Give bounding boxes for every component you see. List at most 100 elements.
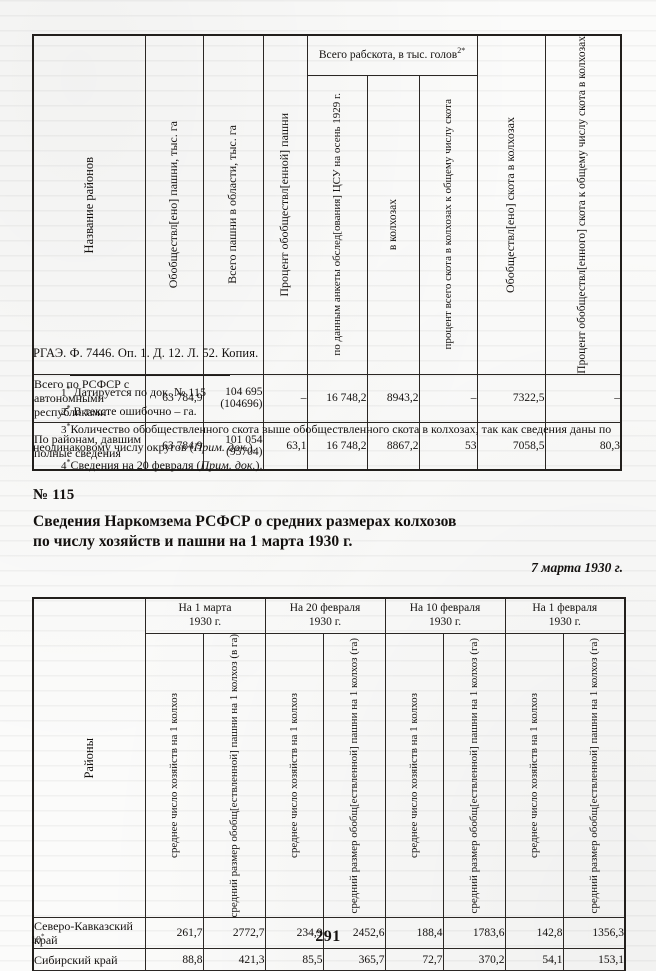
row-label: Всего по РСФСР с автономными республикам… xyxy=(32,373,146,423)
th-census-1929: по данным анкеты обслед[ования] ЦСУ на о… xyxy=(306,74,368,375)
cell-total-arable: 104 695 (104696) xyxy=(202,373,264,423)
table-1-header-sub-row: по данным анкеты обслед[ования] ЦСУ на о… xyxy=(33,74,621,375)
footnote-1-text: Датируется по док. № 115 xyxy=(73,385,206,399)
th-households-feb-1: среднее число хозяйств на 1 колхоз xyxy=(504,632,564,919)
cell-total-arable-alt: (104696) xyxy=(220,398,263,411)
th-arable-feb-10: средний размер обобщ[ествленной] пашни н… xyxy=(442,632,506,919)
footnote-2: 2* В тексте ошибочно – га. xyxy=(33,403,625,421)
th-total-arable: Всего пашни в области, тыс. га xyxy=(202,34,264,375)
th-percent-socialized-cattle: Процент обобществл[енного] скота к общем… xyxy=(544,34,622,375)
table-2-header-group-row: Районы На 1 марта 1930 г. На 20 февраля … xyxy=(32,597,626,919)
footnote-2-text: В тексте ошибочно – га. xyxy=(73,403,197,418)
cell-value: 261,7 xyxy=(144,917,204,950)
footnote-4-mark: 4* xyxy=(61,457,71,472)
footnote-ref-2: 2* xyxy=(457,45,466,55)
table-2-container: Районы На 1 марта 1930 г. На 20 февраля … xyxy=(32,597,627,971)
cell-value: 88,8 xyxy=(144,948,204,971)
cell-value: 153,1 xyxy=(562,948,626,971)
cell-value: 234,9 xyxy=(264,917,324,950)
footnote-rule xyxy=(70,375,230,376)
th-households-feb-10: среднее число хозяйств на 1 колхоз xyxy=(384,632,444,919)
document-title-line-1: Сведения Наркомзема РСФСР о средних разм… xyxy=(33,513,457,530)
cell-census-1929: 16 748,2 xyxy=(306,373,368,423)
cell-value: 54,1 xyxy=(504,948,564,971)
table-average-kolkhoz-size: Районы На 1 марта 1930 г. На 20 февраля … xyxy=(32,597,627,971)
th-region: Районы xyxy=(32,597,146,919)
page-number: 291 xyxy=(315,928,341,945)
cell-value: 365,7 xyxy=(322,948,386,971)
cell-total-arable-alt: (95704) xyxy=(226,445,263,458)
cell-in-kolkhoz: 8943,2 xyxy=(366,373,420,423)
footnote-3: 3*Количество обобществленного скота выше… xyxy=(33,421,625,456)
th-arable-march-1: средний размер обобщ[ествленной] пашни н… xyxy=(202,632,266,919)
footnotes-block: 1* Датируется по док. № 115 2* В тексте … xyxy=(33,384,625,475)
cell-total-arable: 101 054 (95704) xyxy=(202,421,264,471)
th-households-feb-20: среднее число хозяйств на 1 колхоз xyxy=(264,632,324,919)
th-group-march-1: На 1 марта 1930 г. xyxy=(144,597,266,634)
footnote-3-mark: 3* xyxy=(61,421,71,437)
table-row: Всего по РСФСР с автономными республикам… xyxy=(32,373,622,423)
footnote-4: 4*Сведения на 20 февраля (Прим. док.). xyxy=(33,457,625,475)
cell-socialized-arable: 63 784,9 xyxy=(144,373,204,423)
cell-socialized-cattle: 7058,5 xyxy=(476,421,546,471)
cell-percent-arable: 63,1 xyxy=(262,421,308,471)
cell-value: 1356,3 xyxy=(562,917,626,950)
cell-total-arable-main: 101 054 xyxy=(225,433,263,446)
cell-value: 1783,6 xyxy=(442,917,506,950)
row-label: Сибирский край xyxy=(32,948,146,971)
cell-value: 142,8 xyxy=(504,917,564,950)
th-region: Название районов xyxy=(32,34,146,375)
row-label: По районам, давшим полные сведения xyxy=(32,421,146,471)
th-in-kolkhoz: в колхозах xyxy=(366,74,420,375)
footnote-4-italic: Прим. док. xyxy=(200,457,256,472)
footnote-1-mark: 1* xyxy=(61,384,71,399)
document-title-line-2: по числу хозяйств и пашни на 1 марта 193… xyxy=(33,533,353,551)
cell-socialized-arable: 63 784,9 xyxy=(144,421,204,471)
cell-value: 370,2 xyxy=(442,948,506,971)
cell-value: 421,3 xyxy=(202,948,266,971)
table-1-header-group-row: Название районов Обобществл[ено] пашни, … xyxy=(32,34,622,375)
footnote-1: 1* Датируется по док. № 115 xyxy=(33,384,625,402)
th-households-march-1: среднее число хозяйств на 1 колхоз xyxy=(144,632,204,919)
th-arable-feb-1: средний размер обобщ[ествленной] пашни н… xyxy=(562,632,626,919)
th-percent-arable: Процент обобществл[енной] пашни xyxy=(262,34,308,375)
document-date: 7 марта 1930 г. xyxy=(531,560,623,575)
table-2-header-sub-row: среднее число хозяйств на 1 колхоз средн… xyxy=(33,632,626,919)
cell-percent-socialized-cattle: – xyxy=(544,373,622,423)
table-row: По районам, давшим полные сведения 63 78… xyxy=(32,421,622,471)
footnote-3-tail: ). xyxy=(248,439,256,454)
cell-census-1929: 16 748,2 xyxy=(306,421,368,471)
cell-in-kolkhoz: 8867,2 xyxy=(366,421,420,471)
th-arable-feb-20: средний размер обобщ[ествленной] пашни н… xyxy=(322,632,386,919)
footnote-4-text: Сведения на 20 февраля ( xyxy=(70,457,201,472)
th-group-draft-cattle: Всего рабскота, в тыс. голов2* xyxy=(306,34,478,76)
cell-value: 72,7 xyxy=(384,948,444,971)
cell-total-arable-main: 104 695 xyxy=(225,386,263,399)
footnote-3-italic: Прим. док. xyxy=(193,439,249,454)
signature-mark: 10* xyxy=(31,932,45,946)
cell-value: 85,5 xyxy=(264,948,324,971)
th-group-feb-20: На 20 февраля 1930 г. xyxy=(264,597,386,634)
cell-percent-arable: – xyxy=(262,373,308,423)
table-socialized-arable-and-cattle: Название районов Обобществл[ено] пашни, … xyxy=(32,34,622,472)
cell-value: 2772,7 xyxy=(202,917,266,950)
table-1-container: Название районов Обобществл[ено] пашни, … xyxy=(32,34,622,472)
table-row: Сибирский край 88,8 421,3 85,5 365,7 72,… xyxy=(32,948,626,971)
th-socialized-cattle: Обобществл[ено] скота в колхозах xyxy=(476,34,546,375)
document-number: № 115 xyxy=(33,487,75,503)
th-socialized-arable: Обобществл[ено] пашни, тыс. га xyxy=(144,34,204,375)
th-group-feb-1: На 1 февраля 1930 г. xyxy=(504,597,626,634)
footnote-2-mark: 2* xyxy=(61,402,71,418)
footnote-4-tail: ). xyxy=(255,457,263,472)
document-title: Сведения Наркомзема РСФСР о средних разм… xyxy=(33,512,623,553)
row-label: Северо-Кавказский край xyxy=(32,917,146,950)
cell-percent-socialized-cattle: 80,3 xyxy=(544,421,622,471)
archive-reference: РГАЭ. Ф. 7446. Оп. 1. Д. 12. Л. 52. Копи… xyxy=(33,346,259,360)
cell-percent-cattle: 53 xyxy=(418,421,478,471)
th-percent-cattle-in-kolkhoz: процент всего скота в колхозах к общему … xyxy=(418,74,478,375)
cell-value: 188,4 xyxy=(384,917,444,950)
cell-percent-cattle: – xyxy=(418,373,478,423)
th-group-feb-10: На 10 февраля 1930 г. xyxy=(384,597,506,634)
cell-value: 2452,6 xyxy=(322,917,386,950)
